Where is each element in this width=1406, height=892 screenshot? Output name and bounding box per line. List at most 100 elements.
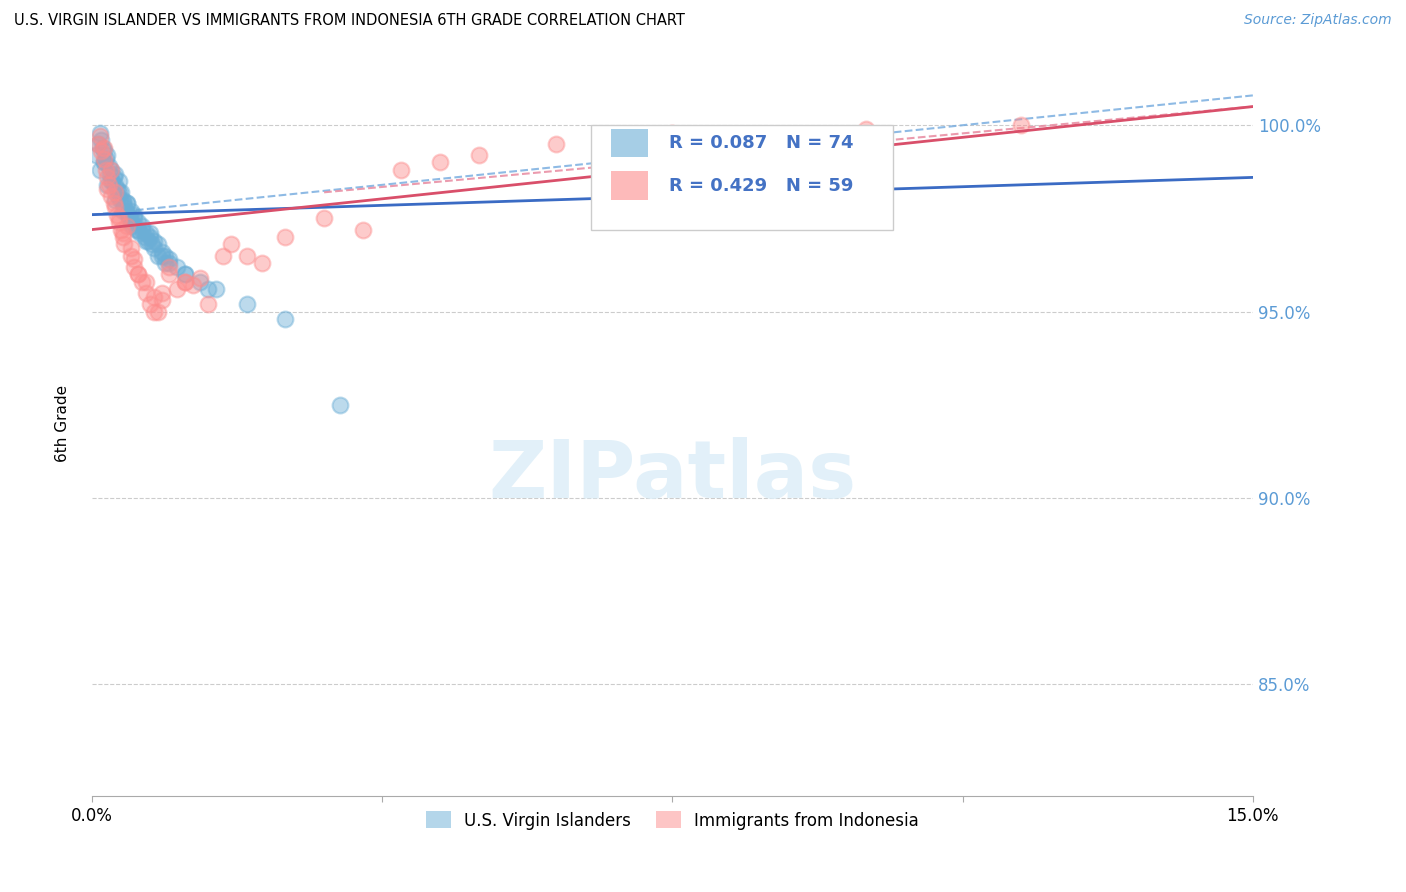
Point	[391, 163, 413, 178]
Point	[105, 181, 128, 195]
Text: Source: ZipAtlas.com: Source: ZipAtlas.com	[1244, 13, 1392, 28]
Point	[124, 211, 146, 226]
Point	[468, 148, 491, 162]
Point	[314, 211, 336, 226]
Text: 6th Grade: 6th Grade	[55, 384, 70, 462]
Point	[142, 304, 165, 318]
Point	[139, 297, 162, 311]
Point	[97, 178, 120, 192]
Point	[219, 237, 242, 252]
Point	[104, 178, 127, 192]
Point	[235, 249, 257, 263]
Point	[104, 193, 127, 207]
Point	[131, 222, 153, 236]
Point	[146, 249, 169, 263]
Point	[97, 159, 120, 173]
Point	[166, 260, 188, 274]
Point	[93, 152, 115, 166]
Point	[108, 174, 131, 188]
Point	[188, 271, 211, 285]
Point	[197, 282, 219, 296]
Point	[146, 237, 169, 252]
Point	[90, 133, 112, 147]
Point	[84, 148, 107, 162]
Point	[173, 275, 195, 289]
Point	[142, 290, 165, 304]
Point	[108, 215, 131, 229]
Point	[352, 222, 374, 236]
Point	[429, 155, 451, 169]
Point	[124, 208, 146, 222]
Point	[115, 203, 138, 218]
Point	[250, 256, 273, 270]
Point	[131, 275, 153, 289]
Point	[103, 170, 125, 185]
Point	[329, 398, 352, 412]
Point	[96, 178, 118, 192]
Point	[108, 186, 131, 200]
Point	[117, 208, 139, 222]
Point	[274, 230, 297, 244]
Point	[120, 249, 142, 263]
Text: R = 0.087   N = 74: R = 0.087 N = 74	[669, 134, 853, 153]
Point	[100, 163, 122, 178]
Point	[136, 234, 159, 248]
Point	[90, 145, 112, 159]
Point	[121, 219, 143, 233]
Point	[150, 293, 173, 308]
Point	[89, 126, 111, 140]
Point	[188, 275, 211, 289]
Point	[150, 249, 173, 263]
Point	[127, 268, 149, 282]
Point	[135, 275, 157, 289]
Point	[108, 211, 131, 226]
Point	[173, 268, 195, 282]
Point	[110, 186, 132, 200]
Point	[100, 163, 122, 178]
FancyBboxPatch shape	[610, 171, 648, 200]
Text: U.S. VIRGIN ISLANDER VS IMMIGRANTS FROM INDONESIA 6TH GRADE CORRELATION CHART: U.S. VIRGIN ISLANDER VS IMMIGRANTS FROM …	[14, 13, 685, 29]
Point	[96, 181, 118, 195]
Point	[127, 222, 149, 236]
Point	[89, 163, 111, 178]
Point	[93, 140, 115, 154]
Point	[105, 208, 128, 222]
Point	[107, 189, 129, 203]
Point	[157, 260, 180, 274]
Point	[111, 230, 134, 244]
Point	[111, 193, 134, 207]
Point	[173, 275, 195, 289]
Text: ZIPatlas: ZIPatlas	[488, 436, 856, 515]
Point	[135, 285, 157, 300]
Point	[135, 227, 157, 241]
Point	[212, 249, 235, 263]
Point	[120, 211, 142, 226]
Point	[104, 186, 127, 200]
Point	[87, 136, 110, 151]
Point	[235, 297, 257, 311]
Point	[100, 189, 122, 203]
Point	[115, 196, 138, 211]
Point	[91, 140, 114, 154]
Point	[103, 196, 125, 211]
Point	[96, 148, 118, 162]
Point	[127, 268, 149, 282]
Point	[111, 203, 134, 218]
Point	[150, 244, 173, 259]
Point	[1010, 118, 1032, 132]
Point	[661, 126, 683, 140]
Point	[134, 230, 156, 244]
Point	[155, 249, 177, 263]
Point	[104, 167, 127, 181]
Point	[173, 268, 195, 282]
Point	[135, 234, 157, 248]
Point	[181, 278, 204, 293]
Point	[157, 268, 180, 282]
Legend: U.S. Virgin Islanders, Immigrants from Indonesia: U.S. Virgin Islanders, Immigrants from I…	[419, 805, 925, 836]
Point	[150, 285, 173, 300]
Point	[120, 203, 142, 218]
Point	[93, 155, 115, 169]
Point	[139, 230, 162, 244]
Point	[139, 227, 162, 241]
Point	[112, 237, 135, 252]
